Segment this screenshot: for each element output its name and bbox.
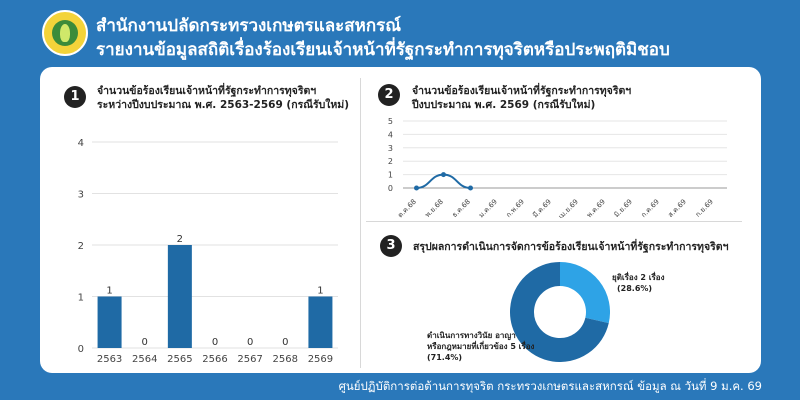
section2-title-line1: จำนวนข้อร้องเรียนเจ้าหน้าที่รัฐกระทำการท…	[412, 85, 632, 97]
section2-title-line2: ปีงบประมาณ พ.ศ. 2569 (กรณีรับใหม่)	[412, 99, 596, 111]
report-card	[40, 67, 761, 373]
y-tick-label: 2	[388, 157, 393, 166]
y-tick-label: 5	[388, 117, 393, 126]
x-tick-label: มิ.ย.69	[613, 198, 634, 218]
bar-data-label: 0	[282, 337, 288, 348]
vertical-divider	[360, 78, 361, 368]
bar-data-label: 0	[212, 337, 218, 348]
donut-slice	[559, 262, 610, 324]
section3-title: สรุปผลการดำเนินการจัดการข้อร้องเรียนเจ้า…	[413, 241, 729, 253]
x-tick-label: ก.พ.69	[505, 198, 526, 218]
y-tick-label: 4	[78, 138, 84, 149]
footer-note: ศูนย์ปฏิบัติการต่อต้านการทุจริต กระทรวงเ…	[338, 379, 762, 393]
y-tick-label: 3	[388, 144, 393, 153]
section2-number-badge: 2	[378, 84, 400, 106]
x-tick-label: ธ.ค.68	[450, 198, 471, 218]
data-point	[468, 185, 473, 191]
data-point	[441, 172, 446, 178]
bar-data-label: 2	[177, 234, 183, 245]
horizontal-divider	[366, 221, 742, 222]
section1-title-line1: จำนวนข้อร้องเรียนเจ้าหน้าที่รัฐกระทำการท…	[97, 85, 317, 97]
y-tick-label: 2	[78, 241, 84, 252]
x-tick-label: 2565	[167, 354, 192, 365]
x-tick-label: 2564	[132, 354, 157, 365]
x-tick-label: ก.ค.69	[640, 198, 661, 218]
donut-label-closed-line1: ยุติเรื่อง 2 เรื่อง	[612, 273, 665, 282]
section1-number-badge: 1	[64, 86, 86, 108]
y-tick-label: 0	[388, 184, 393, 193]
page-subtitle: รายงานข้อมูลสถิติเรื่องร้องเรียนเจ้าหน้า…	[96, 40, 670, 60]
bar-data-label: 0	[247, 337, 253, 348]
bar-chart-yearly: 0 1 2 3 4 1 2563 0 2564 2 2565 0 2566 0 2567 0 2568 1 2569	[78, 138, 338, 365]
bar	[308, 296, 333, 348]
donut-chart-outcomes	[510, 262, 610, 362]
page-title: สำนักงานปลัดกระทรวงเกษตรและสหกรณ์	[96, 16, 402, 36]
y-tick-label: 0	[78, 344, 84, 355]
x-tick-label: ม.ค.69	[477, 198, 499, 218]
x-tick-label: พ.ค.69	[585, 198, 607, 218]
x-tick-label: มี.ค.69	[531, 198, 553, 218]
data-point	[414, 185, 419, 191]
y-tick-label: 1	[78, 293, 84, 304]
donut-label-ongoing-line2: หรือกฎหมายที่เกี่ยวข้อง 5 เรื่อง	[427, 342, 535, 351]
x-tick-label: 2568	[273, 354, 298, 365]
donut-label-ongoing-line1: ดำเนินการทางวินัย อาญา	[427, 331, 516, 340]
x-tick-label: พ.ย.68	[424, 198, 445, 218]
y-tick-label: 4	[388, 130, 393, 139]
x-tick-label: 2569	[308, 354, 333, 365]
x-tick-label: ส.ค.69	[666, 198, 687, 218]
bar-data-label: 1	[106, 286, 112, 297]
line-chart-monthly: 0 1 2 3 4 5 ต.ค.68 พ.ย.68 ธ.ค.68 ม.ค.69 ก.พ.69 มี.ค…	[388, 117, 727, 218]
x-tick-label: ต.ค.68	[396, 198, 418, 218]
x-tick-label: 2567	[237, 354, 262, 365]
bar-data-label: 0	[142, 337, 148, 348]
x-tick-label: เม.ย.69	[557, 198, 580, 218]
y-tick-label: 3	[78, 190, 84, 201]
x-tick-label: ก.ย.69	[694, 198, 715, 218]
ministry-logo-icon	[42, 10, 88, 56]
donut-slice	[510, 262, 609, 362]
donut-label-ongoing-line3: (71.4%)	[427, 353, 463, 362]
bar	[167, 245, 192, 348]
bar	[97, 296, 122, 348]
section1-title-line2: ระหว่างปีงบประมาณ พ.ศ. 2563-2569 (กรณีรั…	[97, 99, 350, 111]
section3-number-badge: 3	[380, 235, 402, 257]
x-tick-label: 2566	[202, 354, 227, 365]
header: สำนักงานปลัดกระทรวงเกษตรและสหกรณ์ รายงาน…	[0, 0, 800, 68]
x-tick-label: 2563	[97, 354, 122, 365]
donut-label-closed-line2: (28.6%)	[617, 284, 653, 293]
bar-data-label: 1	[317, 286, 323, 297]
y-tick-label: 1	[388, 171, 393, 180]
